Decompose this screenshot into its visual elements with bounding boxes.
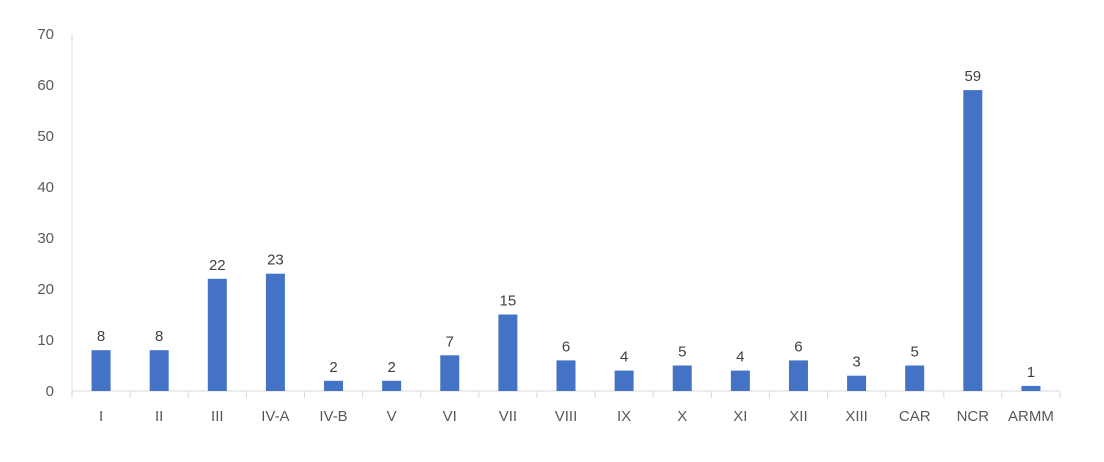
bar-value-label: 22 — [209, 257, 226, 274]
bar — [847, 375, 867, 391]
x-tick-label: I — [99, 408, 103, 425]
x-tick-label: VII — [499, 408, 517, 425]
bar-value-label: 5 — [911, 344, 919, 361]
y-tick-label: 70 — [37, 26, 54, 43]
bar-value-label: 2 — [329, 359, 337, 376]
bar-value-label: 15 — [500, 293, 517, 310]
bar — [556, 360, 576, 391]
bar-value-label: 4 — [620, 349, 628, 366]
x-tick-label: XI — [733, 408, 747, 425]
y-tick-label: 60 — [37, 77, 54, 94]
x-tick-label: II — [155, 408, 163, 425]
bar-value-label: 8 — [155, 328, 163, 345]
bar — [905, 365, 925, 391]
bar — [382, 380, 402, 391]
x-tick-label: III — [211, 408, 224, 425]
y-tick-label: 20 — [37, 281, 54, 298]
bar — [440, 355, 460, 391]
x-tick-label: VI — [443, 408, 457, 425]
bar-value-label: 7 — [446, 333, 454, 350]
bar — [207, 278, 227, 391]
y-axis: 0 10 20 30 40 50 60 70 — [37, 26, 73, 400]
bar-value-label: 6 — [562, 338, 570, 355]
bar — [498, 314, 518, 391]
x-tick-label: X — [677, 408, 687, 425]
y-tick-label: 50 — [37, 128, 54, 145]
bar-value-label: 59 — [964, 68, 981, 85]
bar-value-label: 3 — [852, 354, 860, 371]
bar — [672, 365, 692, 391]
bar-value-label: 2 — [387, 359, 395, 376]
bar — [730, 370, 750, 391]
x-tick-label: NCR — [957, 408, 990, 425]
x-tick-label: XII — [789, 408, 807, 425]
bar-value-label: 23 — [267, 252, 284, 269]
x-tick-label: XIII — [845, 408, 868, 425]
x-tick-label: IX — [617, 408, 631, 425]
x-tick-label: ARMM — [1008, 408, 1054, 425]
x-tick-label: IV-A — [261, 408, 289, 425]
bar — [91, 350, 111, 391]
bar-value-label: 5 — [678, 344, 686, 361]
bar — [265, 273, 285, 391]
bar — [963, 90, 983, 391]
x-tick-label: IV-B — [319, 408, 347, 425]
bar-value-label: 6 — [794, 338, 802, 355]
bar-value-label: 4 — [736, 349, 744, 366]
bars — [91, 90, 1041, 391]
y-tick-label: 40 — [37, 179, 54, 196]
x-tick-label: CAR — [899, 408, 931, 425]
y-tick-label: 10 — [37, 332, 54, 349]
x-tick-label: V — [387, 408, 397, 425]
bar — [149, 350, 169, 391]
x-axis: I II III IV-A IV-B V VI VII VIII IX X XI XII XIII CAR N… — [71, 390, 1061, 425]
bar-value-label: 1 — [1027, 364, 1035, 381]
bar-value-label: 8 — [97, 328, 105, 345]
bar — [788, 360, 808, 391]
bar — [324, 380, 344, 391]
x-tick-label: VIII — [555, 408, 578, 425]
bar — [1021, 385, 1041, 391]
bar — [614, 370, 634, 391]
y-tick-label: 30 — [37, 230, 54, 247]
y-tick-label: 0 — [46, 383, 54, 400]
